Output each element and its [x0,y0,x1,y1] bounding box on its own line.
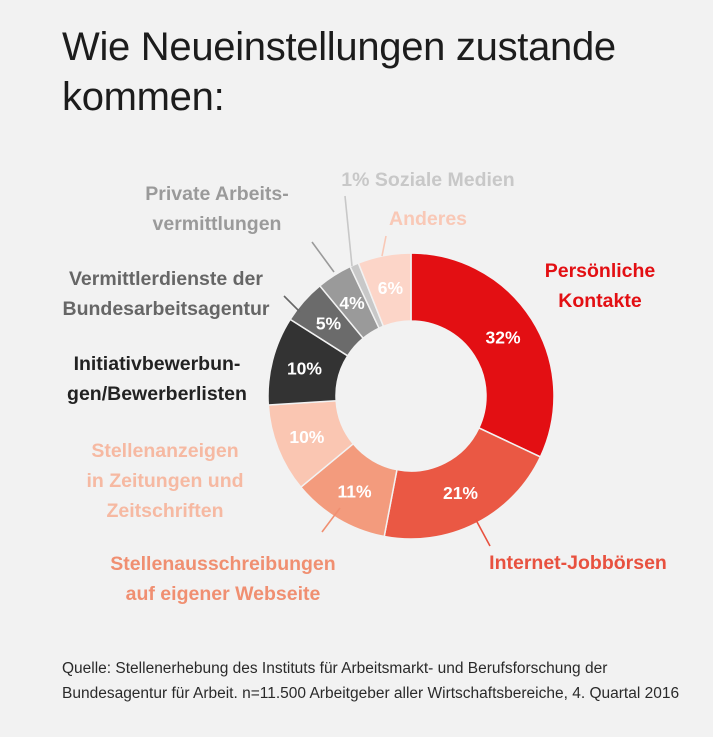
category-label-initiativbewerbungen-bewerberlisten: Initiativbewerbun-gen/Bewerberlisten [67,353,247,405]
source-note: Quelle: Stellenerhebung des Instituts fü… [62,660,680,702]
slice-anderes [357,252,412,328]
leader-internet-jobbörsen [475,519,491,547]
value-label-internet-jobbörsen: 21% [443,483,478,503]
value-label-initiativbewerbungen-bewerberlisten: 10% [287,359,322,379]
value-label-anderes: 6% [378,278,404,298]
category-label-stellenausschreibungen-auf-eigener-webseite: Stellenausschreibungen auf eigener Websei… [110,553,335,605]
slice-category-labels: Persönliche Kontakte Internet-Jobbörsen Ste… [63,169,667,605]
donut-chart: 32% 21% 11% 10% 10% 5%4% 6% Persönliche Kontakt… [63,169,667,605]
category-label-persönliche-kontakte: Persönliche Kontakte [545,260,656,312]
slice-internet-jobbörsen [383,426,542,540]
value-label-private-arbeitsvermittlungen: 4% [339,293,365,313]
value-label-vermittlerdienste-der-bundesarbeitsagentur: 5% [316,313,342,333]
category-label-stellenanzeigen-in-zeitungen-und-zeitschriften: Stellenanzeigen in Zeitungen und Zeitschri… [86,440,243,522]
slice-value-labels: 32% 21% 11% 10% 10% 5%4% 6% [287,278,521,503]
chart-title: Wie Neueinstellungen zustande kommen: [62,25,616,119]
category-label-private-arbeitsvermittlungen: Private Arbeits-vermittlungen [145,183,288,235]
category-label-anderes: Anderes [389,208,467,230]
leader-vermittlerdienste-der-bundesarbeitsagentur [283,295,301,313]
leader-private-arbeitsvermittlungen [311,241,335,273]
leader-anderes [381,235,387,257]
donut-slices [267,252,555,540]
value-label-persönliche-kontakte: 32% [486,328,521,348]
leader-soziale-medien [344,195,353,267]
category-label-vermittlerdienste-der-bundesarbeitsagentur: Vermittlerdienste der Bundesarbeitsagentu… [63,268,270,320]
value-label-stellenanzeigen-in-zeitungen-und-zeitschriften: 10% [289,427,324,447]
category-label-soziale-medien: 1% Soziale Medien [341,169,514,191]
category-label-internet-jobbörsen: Internet-Jobbörsen [489,552,667,574]
value-label-stellenausschreibungen-auf-eigener-webseite: 11% [337,482,371,502]
leader-lines [283,195,491,547]
leader-stellenausschreibungen-auf-eigener-webseite [321,507,341,533]
slice-persönliche-kontakte [410,252,555,458]
